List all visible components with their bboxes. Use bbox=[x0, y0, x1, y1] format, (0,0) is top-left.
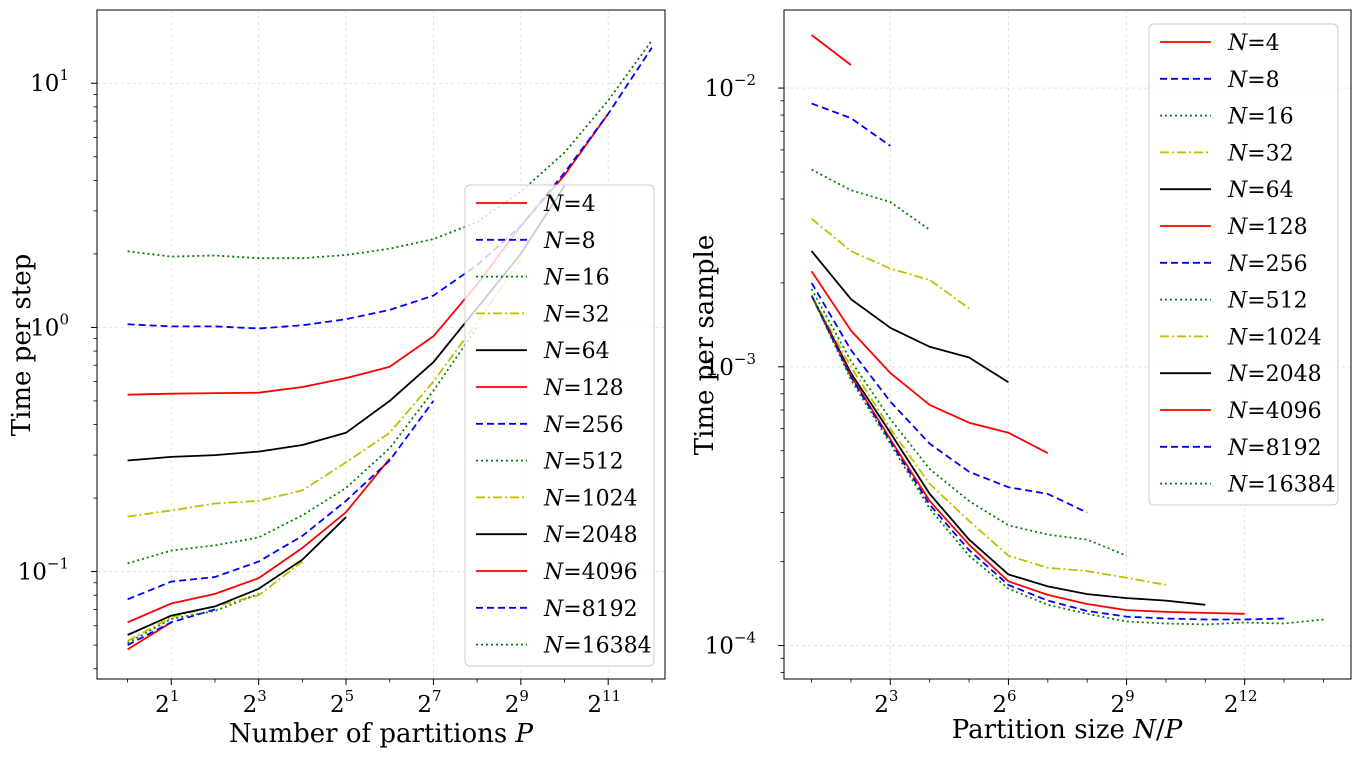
left-legend-label: N=4 bbox=[543, 192, 596, 217]
right-y-tick-label: 10−2 bbox=[705, 71, 756, 102]
left-legend-label: N=1024 bbox=[543, 486, 638, 511]
right-series-line-n8 bbox=[811, 102, 891, 147]
right-series-line-n16384 bbox=[810, 295, 1324, 626]
left-legend-label: N=16 bbox=[543, 266, 610, 291]
right-legend-label: N=8192 bbox=[1227, 436, 1322, 461]
left-x-tick-label: 23 bbox=[243, 687, 267, 718]
right-legend-box bbox=[1148, 23, 1339, 506]
right-legend-label: N=256 bbox=[1227, 252, 1308, 277]
left-x-axis-label: Number of partitions P bbox=[229, 719, 534, 749]
left-x-tick-label: 21 bbox=[155, 687, 179, 718]
left-series-line-n64 bbox=[127, 516, 347, 636]
right-y-tick-label: 10−3 bbox=[705, 350, 756, 381]
left-legend-label: N=4096 bbox=[543, 560, 638, 585]
left-legend-label: N=128 bbox=[543, 376, 624, 401]
left-y-axis-label: Time per step bbox=[7, 254, 37, 437]
left-y-tick-label: 100 bbox=[30, 310, 69, 341]
right-x-tick-label: 26 bbox=[992, 687, 1016, 718]
left-legend-label: N=64 bbox=[543, 339, 610, 364]
right-legend-label: N=8 bbox=[1227, 68, 1280, 93]
left-x-tick-label: 27 bbox=[417, 687, 441, 718]
left-legend-label: N=256 bbox=[543, 413, 624, 438]
left-legend-label: N=8 bbox=[543, 229, 596, 254]
right-x-tick-label: 29 bbox=[1110, 687, 1134, 718]
right-x-axis-label: Partition size N/P bbox=[952, 715, 1183, 745]
left-series-line-n32 bbox=[127, 560, 303, 642]
left-y-tick-label: 101 bbox=[30, 66, 69, 97]
left-y-tick-label: 10−1 bbox=[18, 555, 69, 586]
left-legend-label: N=2048 bbox=[543, 523, 638, 548]
right-legend-label: N=16 bbox=[1227, 105, 1294, 130]
left-x-tick-label: 29 bbox=[505, 687, 529, 718]
right-series-line-n256 bbox=[810, 282, 1088, 514]
right-legend-label: N=1024 bbox=[1227, 325, 1322, 350]
left-series-line-n8192 bbox=[127, 47, 653, 330]
right-legend-label: N=2048 bbox=[1227, 362, 1322, 387]
right-series-line-n128 bbox=[810, 270, 1049, 454]
right-legend: N=4 N=8 N=16 N=32 N=64 N=128 N=256 N=512 N=1024 N… bbox=[1148, 23, 1339, 506]
right-legend-label: N=4096 bbox=[1227, 399, 1322, 424]
right-legend-label: N=128 bbox=[1227, 215, 1308, 240]
left-legend: N=4 N=8 N=16 N=32 N=64 N=128 N=256 N=512 N=1024 N… bbox=[464, 184, 655, 667]
left-axis-ticks: 21 23 25 27 29 211 10−1 100 101 bbox=[18, 66, 653, 718]
right-series-line-n1024 bbox=[810, 295, 1167, 586]
right-series-line-n8192 bbox=[810, 295, 1285, 621]
right-series-line-n64 bbox=[810, 250, 1009, 384]
left-plot-frame bbox=[96, 9, 666, 680]
right-legend-label: N=512 bbox=[1227, 289, 1308, 314]
left-series-line-n512 bbox=[127, 326, 478, 565]
right-legend-label: N=32 bbox=[1227, 141, 1294, 166]
right-chart-panel: 23 26 29 212 10−4 10−3 10−2 N=4 N=8 N=16 N=32 N=64… bbox=[690, 9, 1352, 745]
left-x-tick-label: 211 bbox=[587, 687, 621, 718]
right-legend-label: N=4 bbox=[1227, 31, 1280, 56]
right-legend-label: N=64 bbox=[1227, 178, 1294, 203]
right-gridlines bbox=[784, 10, 1351, 679]
right-series-lines bbox=[810, 34, 1324, 626]
left-legend-label: N=8192 bbox=[543, 597, 638, 622]
right-series-line-n512 bbox=[810, 288, 1127, 557]
right-axis-ticks: 23 26 29 212 10−4 10−3 10−2 bbox=[705, 71, 1324, 718]
right-y-axis-label: Time per sample bbox=[690, 235, 720, 456]
left-legend-label: N=32 bbox=[543, 302, 610, 327]
left-legend-label: N=512 bbox=[543, 450, 624, 475]
left-series-line-n128 bbox=[127, 458, 391, 624]
left-series-line-n8 bbox=[127, 608, 216, 646]
left-legend-box bbox=[464, 184, 655, 667]
right-plot-frame bbox=[783, 9, 1352, 680]
left-x-tick-label: 25 bbox=[330, 687, 354, 718]
right-x-tick-label: 23 bbox=[874, 687, 898, 718]
right-y-tick-label: 10−4 bbox=[705, 629, 756, 660]
right-legend-label: N=16384 bbox=[1227, 473, 1336, 498]
left-gridlines bbox=[97, 10, 665, 679]
left-legend-label: N=16384 bbox=[543, 634, 652, 659]
right-series-line-n2048 bbox=[810, 295, 1206, 606]
right-series-line-n4096 bbox=[810, 295, 1245, 615]
right-x-tick-label: 212 bbox=[1224, 687, 1258, 718]
left-series-line-n4 bbox=[127, 621, 172, 651]
left-series-line-n16384 bbox=[127, 39, 653, 260]
right-series-line-n4 bbox=[811, 34, 852, 66]
